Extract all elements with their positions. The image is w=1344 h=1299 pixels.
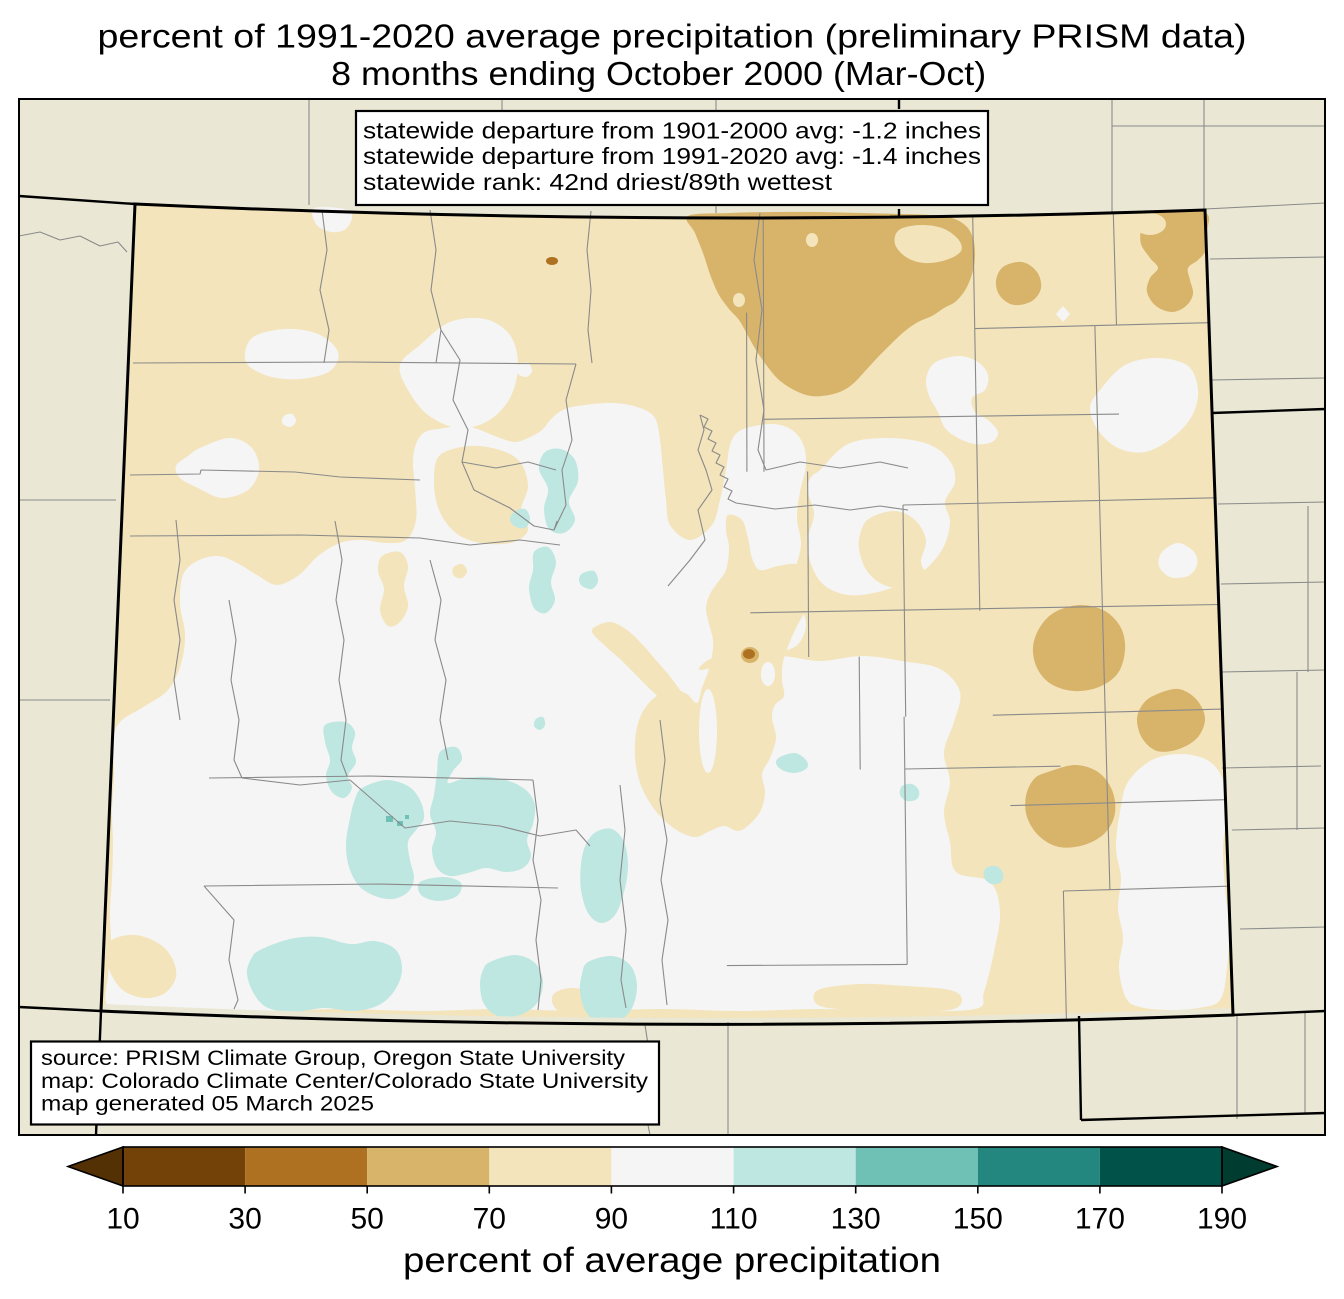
svg-text:10: 10	[106, 1202, 139, 1235]
svg-text:statewide departure from 1991-: statewide departure from 1991-2020 avg: …	[363, 143, 981, 169]
svg-text:map generated 05 March 2025: map generated 05 March 2025	[41, 1092, 374, 1116]
svg-text:percent of 1991-2020 average p: percent of 1991-2020 average precipitati…	[98, 17, 1247, 54]
svg-text:130: 130	[831, 1202, 881, 1235]
svg-text:8 months ending October 2000 (: 8 months ending October 2000 (Mar-Oct)	[331, 55, 986, 92]
svg-text:90: 90	[595, 1202, 628, 1235]
svg-text:statewide departure from 1901-: statewide departure from 1901-2000 avg: …	[363, 118, 981, 144]
svg-text:30: 30	[228, 1202, 261, 1235]
svg-text:190: 190	[1197, 1202, 1247, 1235]
svg-text:110: 110	[710, 1202, 758, 1235]
svg-text:50: 50	[351, 1202, 384, 1235]
svg-text:percent of average precipitati: percent of average precipitation	[403, 1241, 941, 1280]
svg-text:map: Colorado Climate Center/C: map: Colorado Climate Center/Colorado St…	[41, 1069, 648, 1093]
svg-text:170: 170	[1075, 1202, 1125, 1235]
svg-text:70: 70	[473, 1202, 506, 1235]
svg-text:150: 150	[953, 1202, 1003, 1235]
svg-text:statewide rank: 42nd driest/89: statewide rank: 42nd driest/89th wettest	[363, 169, 833, 195]
svg-text:source: PRISM Climate Group, O: source: PRISM Climate Group, Oregon Stat…	[41, 1046, 625, 1070]
